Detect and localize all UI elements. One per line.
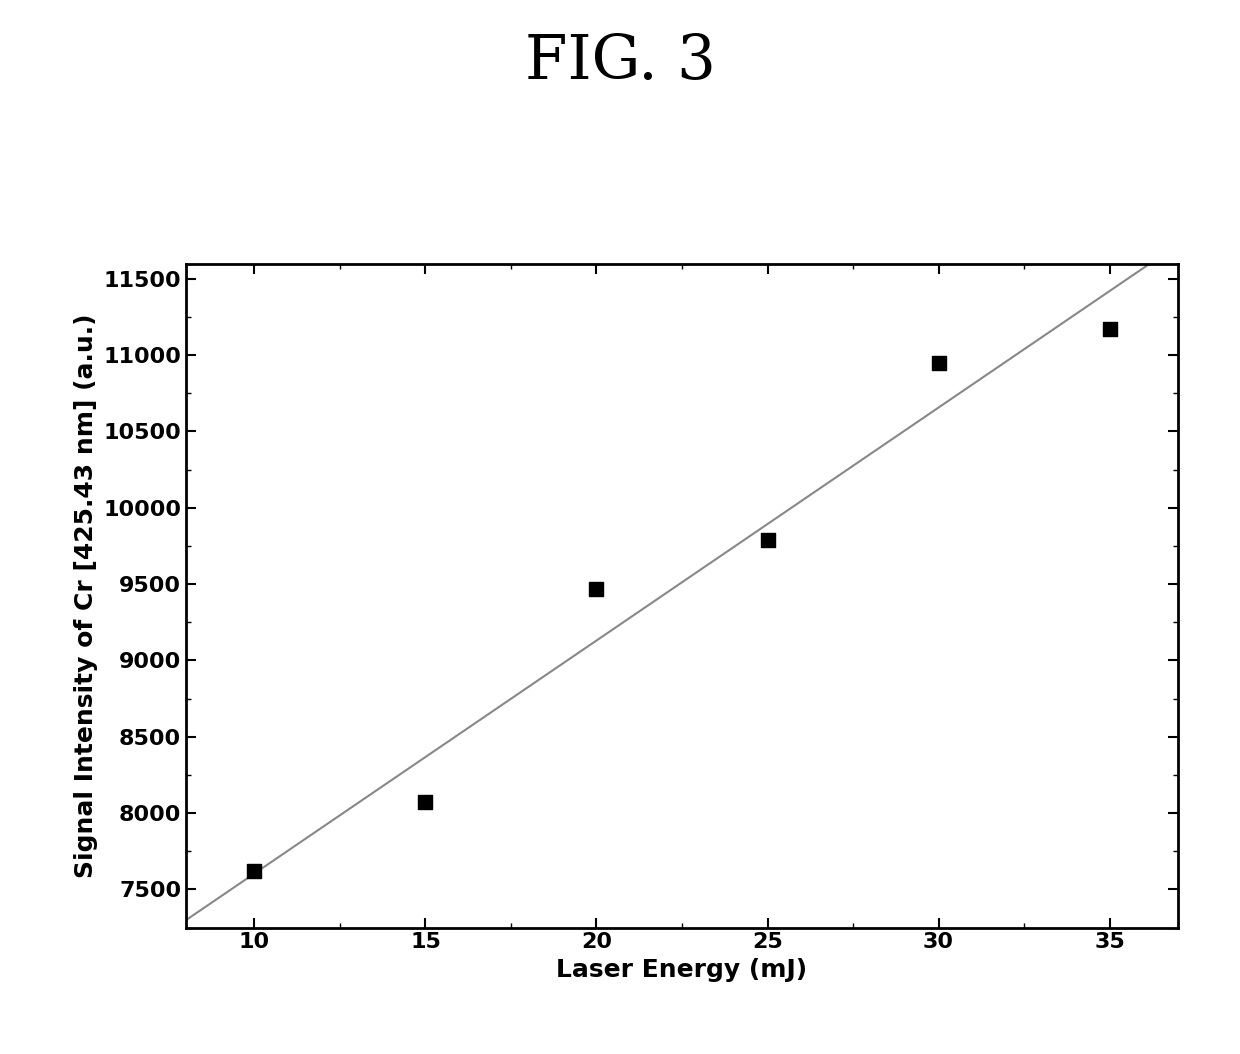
X-axis label: Laser Energy (mJ): Laser Energy (mJ) bbox=[557, 958, 807, 982]
Point bbox=[1100, 320, 1120, 337]
Point bbox=[587, 580, 606, 597]
Y-axis label: Signal Intensity of Cr [425.43 nm] (a.u.): Signal Intensity of Cr [425.43 nm] (a.u.… bbox=[73, 313, 98, 878]
Point bbox=[929, 354, 949, 371]
Point bbox=[244, 862, 264, 879]
Point bbox=[415, 794, 435, 811]
Text: FIG. 3: FIG. 3 bbox=[525, 32, 715, 92]
Point bbox=[758, 531, 777, 548]
